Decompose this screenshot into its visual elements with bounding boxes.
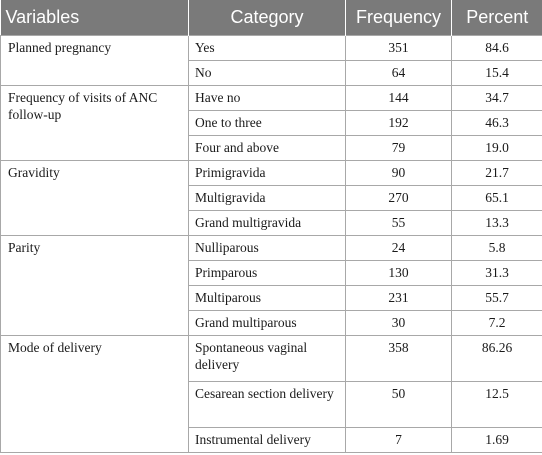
- category-cell: Primparous: [188, 260, 346, 286]
- percent-cell: 65.1: [451, 185, 542, 211]
- percent-cell: 55.7: [451, 285, 542, 311]
- frequency-cell: 7: [345, 427, 452, 453]
- header-variables: Variables: [0, 0, 189, 36]
- percent-cell: 13.3: [451, 210, 542, 236]
- frequency-cell: 144: [345, 85, 452, 111]
- percent-cell: 21.7: [451, 160, 542, 186]
- table-row: Primparous 130 31.3: [1, 260, 542, 286]
- category-cell: Multiparous: [188, 285, 346, 311]
- frequency-cell: 90: [345, 160, 452, 186]
- category-cell: Have no: [188, 85, 346, 111]
- table-row: One to three 192 46.3: [1, 110, 542, 136]
- category-cell: Multigravida: [188, 185, 346, 211]
- percent-cell: 7.2: [451, 310, 542, 336]
- table-row: Parity Nulliparous 24 5.8: [0, 235, 542, 336]
- header-row: Variables Category Frequency Percent: [0, 0, 542, 36]
- variable-gravidity: Gravidity: [0, 160, 189, 236]
- percent-cell: 84.6: [451, 35, 542, 61]
- category-cell: One to three: [188, 110, 346, 136]
- variable-planned-pregnancy: Planned pregnancy: [0, 35, 189, 86]
- table-row: Multiparous 231 55.7: [1, 285, 542, 311]
- table-row: Mode of delivery Spontaneous vaginal del…: [0, 335, 542, 453]
- percent-cell: 5.8: [451, 235, 542, 261]
- variable-mode-of-delivery: Mode of delivery: [0, 335, 189, 453]
- frequency-cell: 64: [345, 60, 452, 86]
- table-row: Grand multiparous 30 7.2: [1, 310, 542, 336]
- percent-cell: 46.3: [451, 110, 542, 136]
- category-cell: Grand multiparous: [188, 310, 346, 336]
- percent-cell: 19.0: [451, 135, 542, 161]
- table-row: Planned pregnancy Yes 351 84.6: [0, 35, 542, 86]
- percent-cell: 12.5: [451, 381, 542, 428]
- frequency-cell: 24: [345, 235, 452, 261]
- percent-cell: 86.26: [451, 335, 542, 382]
- percent-cell: 15.4: [451, 60, 542, 86]
- table-row: Instrumental delivery 7 1.69: [1, 427, 542, 453]
- frequency-cell: 231: [345, 285, 452, 311]
- header-frequency: Frequency: [345, 0, 452, 36]
- percent-cell: 31.3: [451, 260, 542, 286]
- table-row: Frequency of visits of ANC follow-up Hav…: [0, 85, 542, 161]
- category-cell: Four and above: [188, 135, 346, 161]
- frequency-cell: 79: [345, 135, 452, 161]
- frequency-cell: 50: [345, 381, 452, 428]
- frequency-cell: 351: [345, 35, 452, 61]
- frequency-cell: 192: [345, 110, 452, 136]
- table-row: Gravidity Primigravida 90 21.7: [0, 160, 542, 236]
- header-category: Category: [188, 0, 346, 36]
- variable-anc-visits: Frequency of visits of ANC follow-up: [0, 85, 189, 161]
- category-cell: Yes: [188, 35, 346, 61]
- category-cell: Primigravida: [188, 160, 346, 186]
- category-cell: Cesarean section delivery: [188, 381, 346, 428]
- category-cell: Instrumental delivery: [188, 427, 346, 453]
- frequency-cell: 130: [345, 260, 452, 286]
- table-row: Multigravida 270 65.1: [1, 185, 542, 211]
- frequency-cell: 358: [345, 335, 452, 382]
- frequency-cell: 30: [345, 310, 452, 336]
- variable-parity: Parity: [0, 235, 189, 336]
- category-cell: Spontaneous vaginal delivery: [188, 335, 346, 382]
- frequency-cell: 55: [345, 210, 452, 236]
- percent-cell: 1.69: [451, 427, 542, 453]
- frequency-cell: 270: [345, 185, 452, 211]
- header-percent: Percent: [451, 0, 542, 36]
- table-row: Cesarean section delivery 50 12.5: [1, 381, 542, 428]
- category-cell: Nulliparous: [188, 235, 346, 261]
- percent-cell: 34.7: [451, 85, 542, 111]
- category-cell: No: [188, 60, 346, 86]
- category-cell: Grand multigravida: [188, 210, 346, 236]
- table-row: Grand multigravida 55 13.3: [1, 210, 542, 236]
- table-row: Four and above 79 19.0: [1, 135, 542, 161]
